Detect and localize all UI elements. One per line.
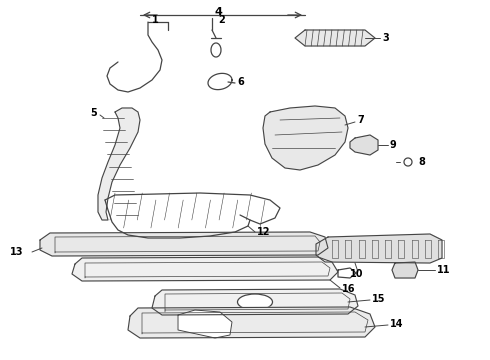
Text: 5: 5 <box>90 108 97 118</box>
Text: 2: 2 <box>218 15 225 25</box>
Polygon shape <box>152 289 358 315</box>
Polygon shape <box>263 106 348 170</box>
Polygon shape <box>72 257 338 281</box>
Text: 9: 9 <box>390 140 397 150</box>
Text: 11: 11 <box>437 265 450 275</box>
Polygon shape <box>128 307 375 338</box>
Text: 16: 16 <box>342 284 356 294</box>
Text: 14: 14 <box>390 319 403 329</box>
Text: 10: 10 <box>350 269 364 279</box>
Text: 7: 7 <box>357 115 364 125</box>
Polygon shape <box>178 310 232 338</box>
Polygon shape <box>350 135 378 155</box>
Polygon shape <box>98 108 140 220</box>
Polygon shape <box>392 262 418 278</box>
Text: 1: 1 <box>152 15 159 25</box>
Text: 3: 3 <box>382 33 389 43</box>
Text: 8: 8 <box>418 157 425 167</box>
Ellipse shape <box>238 294 272 310</box>
Text: 4: 4 <box>214 7 222 17</box>
Text: 12: 12 <box>257 227 270 237</box>
Polygon shape <box>40 232 328 256</box>
Text: 13: 13 <box>10 247 24 257</box>
Polygon shape <box>295 30 375 46</box>
Polygon shape <box>316 234 442 263</box>
Text: 6: 6 <box>237 77 244 87</box>
Text: 15: 15 <box>372 294 386 304</box>
